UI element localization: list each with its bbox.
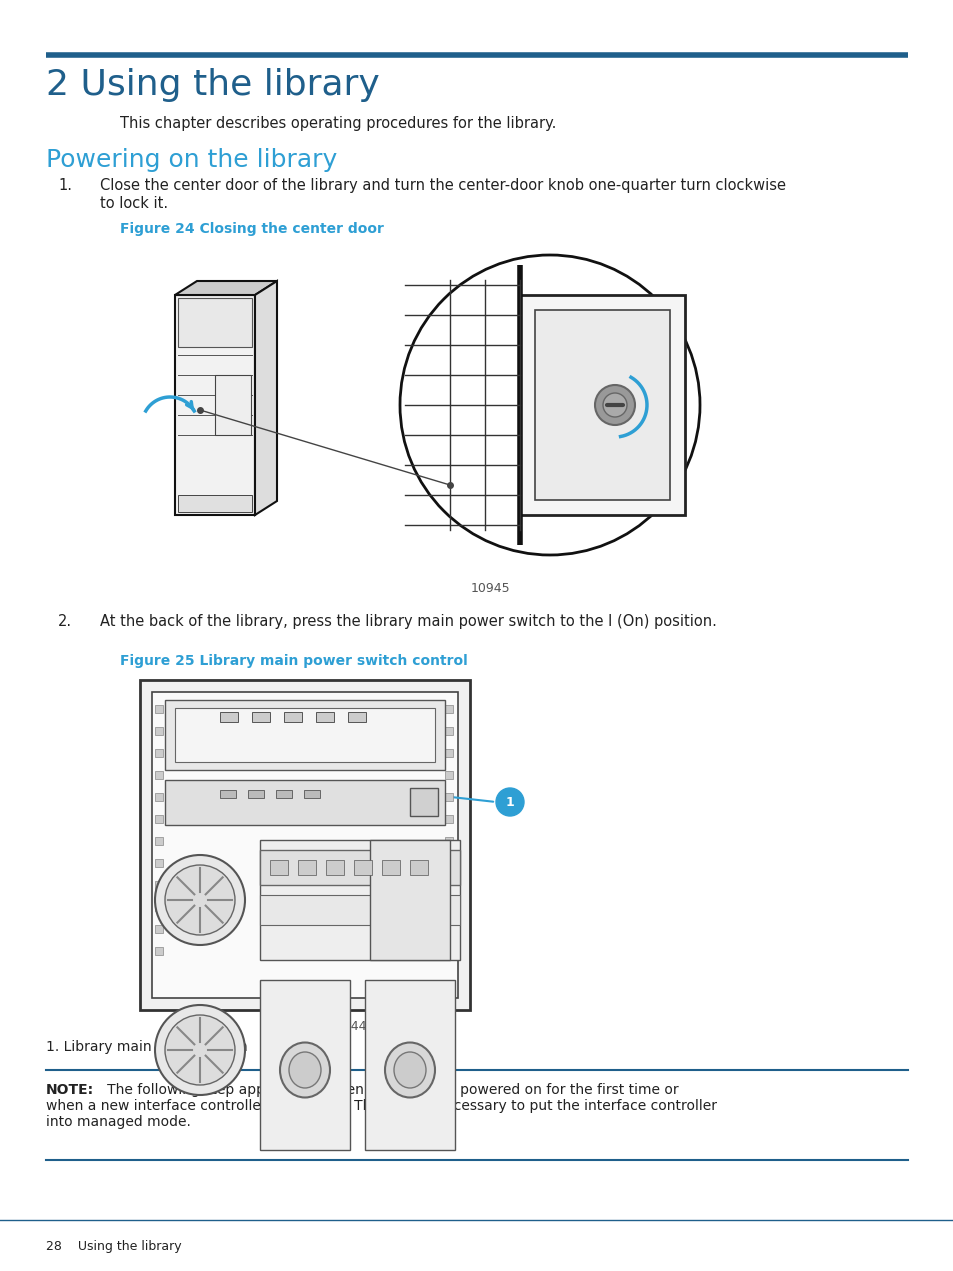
Bar — [444, 947, 453, 955]
Polygon shape — [254, 281, 276, 515]
Polygon shape — [152, 691, 457, 998]
Bar — [154, 705, 163, 713]
Text: 19445: 19445 — [335, 1021, 375, 1033]
Bar — [165, 700, 444, 770]
Bar — [220, 791, 235, 798]
Text: 2.: 2. — [58, 614, 71, 629]
Bar — [444, 838, 453, 845]
Text: Powering on the library: Powering on the library — [46, 147, 337, 172]
Bar — [248, 791, 264, 798]
Bar — [174, 708, 435, 763]
Bar — [154, 815, 163, 824]
Circle shape — [154, 855, 245, 946]
Bar — [444, 705, 453, 713]
Bar — [154, 727, 163, 735]
Ellipse shape — [289, 1052, 320, 1088]
Text: 2 Using the library: 2 Using the library — [46, 69, 379, 102]
Bar — [154, 859, 163, 867]
Bar — [354, 860, 372, 874]
Ellipse shape — [385, 1042, 435, 1097]
Bar — [260, 840, 459, 960]
Bar — [154, 838, 163, 845]
Text: to lock it.: to lock it. — [100, 196, 168, 211]
Text: Figure 24 Closing the center door: Figure 24 Closing the center door — [120, 222, 383, 236]
Circle shape — [154, 1005, 245, 1096]
Text: Figure 25 Library main power switch control: Figure 25 Library main power switch cont… — [120, 655, 467, 669]
Bar — [260, 895, 459, 925]
Bar — [444, 793, 453, 801]
Bar — [444, 749, 453, 758]
Polygon shape — [174, 281, 276, 295]
Bar — [154, 749, 163, 758]
Bar — [444, 815, 453, 824]
Text: NOTE:: NOTE: — [46, 1083, 94, 1097]
Text: 1. Library main power switch: 1. Library main power switch — [46, 1040, 248, 1054]
Bar — [260, 850, 459, 885]
Text: Close the center door of the library and turn the center-door knob one-quarter t: Close the center door of the library and… — [100, 178, 785, 193]
Circle shape — [602, 393, 626, 417]
Bar — [315, 712, 334, 722]
Circle shape — [595, 385, 635, 425]
Bar — [326, 860, 344, 874]
Bar — [444, 902, 453, 911]
Bar — [365, 980, 455, 1150]
Polygon shape — [535, 310, 669, 500]
Ellipse shape — [280, 1042, 330, 1097]
Circle shape — [165, 1016, 234, 1085]
Bar — [154, 925, 163, 933]
Ellipse shape — [394, 1052, 426, 1088]
Bar — [444, 771, 453, 779]
Bar — [154, 947, 163, 955]
Text: 1.: 1. — [58, 178, 71, 193]
Bar — [410, 860, 428, 874]
Bar — [348, 712, 366, 722]
Polygon shape — [178, 297, 252, 347]
Bar — [444, 727, 453, 735]
Text: This chapter describes operating procedures for the library.: This chapter describes operating procedu… — [120, 116, 556, 131]
Bar — [270, 860, 288, 874]
Text: into managed mode.: into managed mode. — [46, 1115, 191, 1129]
Circle shape — [165, 866, 234, 935]
Bar — [410, 788, 437, 816]
Bar — [381, 860, 399, 874]
Bar — [275, 791, 292, 798]
Text: 10945: 10945 — [470, 582, 509, 595]
Text: when a new interface controller is installed. This step is necessary to put the : when a new interface controller is insta… — [46, 1099, 717, 1113]
Bar — [297, 860, 315, 874]
Bar — [260, 980, 350, 1150]
Polygon shape — [519, 295, 684, 515]
Bar — [444, 925, 453, 933]
Bar — [444, 881, 453, 888]
Bar — [165, 780, 444, 825]
Bar — [154, 793, 163, 801]
Bar — [252, 712, 270, 722]
Polygon shape — [214, 375, 251, 435]
Bar — [444, 859, 453, 867]
Circle shape — [399, 255, 700, 555]
Bar — [220, 712, 237, 722]
Bar — [284, 712, 302, 722]
Text: The following step applies only when the library is powered on for the first tim: The following step applies only when the… — [94, 1083, 678, 1097]
Bar — [154, 771, 163, 779]
Text: 1: 1 — [505, 796, 514, 808]
Bar — [154, 881, 163, 888]
Polygon shape — [140, 680, 470, 1010]
Polygon shape — [174, 295, 254, 515]
Polygon shape — [178, 494, 252, 512]
Text: At the back of the library, press the library main power switch to the I (On) po: At the back of the library, press the li… — [100, 614, 716, 629]
Text: 28    Using the library: 28 Using the library — [46, 1240, 181, 1253]
Circle shape — [496, 788, 523, 816]
Bar — [304, 791, 319, 798]
Bar — [370, 840, 450, 960]
Bar — [154, 902, 163, 911]
